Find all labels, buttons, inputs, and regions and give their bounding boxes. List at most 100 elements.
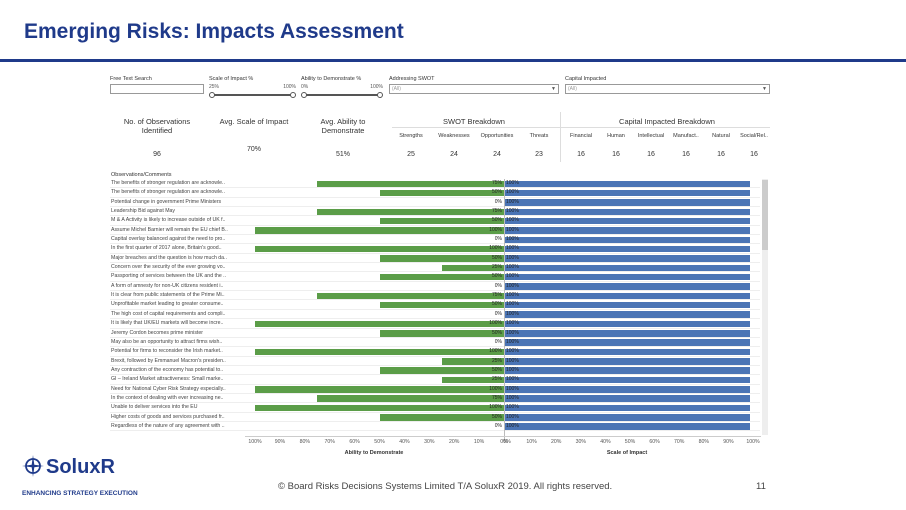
observation-comment: Need for National Cyber Risk Strategy es… (111, 385, 226, 392)
ability-bar[interactable] (255, 386, 504, 393)
soluxr-logo-icon (22, 455, 44, 477)
table-row[interactable]: Major breaches and the question is how m… (110, 254, 760, 264)
ability-bar[interactable] (379, 367, 504, 374)
table-row[interactable]: Potential for firms to reconsider the Ir… (110, 347, 760, 357)
scale-bar[interactable] (504, 386, 750, 393)
ability-bar[interactable] (317, 180, 504, 187)
scale-slider-max-handle[interactable] (290, 92, 296, 98)
ability-bar[interactable] (441, 376, 504, 384)
ability-bar[interactable] (255, 348, 504, 356)
scale-bar[interactable] (504, 330, 750, 337)
table-row[interactable]: The high cost of capital requirements an… (110, 310, 760, 320)
scale-bar[interactable] (504, 217, 750, 225)
scale-bar[interactable] (504, 264, 750, 272)
scale-bar[interactable] (504, 395, 750, 402)
ability-bar[interactable] (379, 414, 504, 421)
table-row[interactable]: Higher costs of goods and services purch… (110, 413, 760, 422)
scale-bar[interactable] (504, 180, 750, 187)
table-row[interactable]: Potential change in government Prime Min… (110, 198, 760, 208)
table-row[interactable]: Leadership Bid against May 75% 100% (110, 207, 760, 217)
capital-select[interactable]: (All) ▼ (565, 84, 770, 94)
observations-scrollbar[interactable] (762, 179, 768, 435)
table-row[interactable]: In the first quarter of 2017 alone, Brit… (110, 244, 760, 254)
scale-bar[interactable] (504, 320, 750, 328)
scale-bar[interactable] (504, 301, 750, 309)
scale-bar-label: 100% (506, 301, 519, 308)
scale-bar[interactable] (504, 367, 750, 374)
ability-bar[interactable] (317, 208, 504, 216)
row-divider (110, 383, 760, 385)
ability-bar[interactable] (255, 404, 504, 412)
scale-bar[interactable] (504, 414, 750, 421)
scale-bar[interactable] (504, 245, 750, 253)
table-row[interactable]: GI – Ireland Market attractiveness: Smal… (110, 375, 760, 385)
ability-bar[interactable] (379, 255, 504, 262)
swot-select[interactable]: (All) ▼ (389, 84, 559, 94)
scale-bar[interactable] (504, 199, 750, 206)
ability-bar[interactable] (379, 273, 504, 281)
scale-bar[interactable] (504, 189, 750, 197)
scale-bar[interactable] (504, 339, 750, 346)
swot-threats-label: Threats (529, 133, 549, 139)
ability-bar[interactable] (441, 358, 504, 365)
free-text-search-input[interactable] (110, 84, 204, 94)
scale-bar[interactable] (504, 292, 750, 300)
scale-bar[interactable] (504, 283, 750, 290)
ability-bar[interactable] (255, 245, 504, 253)
free-text-label: Free Text Search (110, 76, 152, 82)
scale-bar[interactable] (504, 404, 750, 412)
scale-axis-tick: 20% (550, 439, 562, 445)
scale-bar[interactable] (504, 208, 750, 216)
scale-bar[interactable] (504, 236, 750, 244)
ability-bar[interactable] (379, 330, 504, 337)
scale-bar[interactable] (504, 423, 750, 430)
scale-axis-tick: 60% (649, 439, 660, 445)
table-row[interactable]: It is likely that UK/EU markets will bec… (110, 319, 760, 329)
scale-slider[interactable] (209, 92, 296, 98)
scale-bar[interactable] (504, 255, 750, 262)
table-row[interactable]: Unprofitable market leading to greater c… (110, 300, 760, 310)
table-row[interactable]: Need for National Cyber Risk Strategy es… (110, 385, 760, 394)
scale-bar[interactable] (504, 311, 750, 318)
scale-bar[interactable] (504, 376, 750, 384)
table-row[interactable]: The benefits of stronger regulation are … (110, 188, 760, 198)
table-row[interactable]: Assume Michel Barnier will remain the EU… (110, 226, 760, 236)
scale-bar[interactable] (504, 227, 750, 234)
ability-bar[interactable] (317, 395, 504, 402)
ability-bar[interactable] (255, 320, 504, 328)
table-row[interactable]: It is clear from public statements of th… (110, 291, 760, 301)
table-row[interactable]: Any contraction of the economy has poten… (110, 366, 760, 376)
ability-bar[interactable] (379, 217, 504, 225)
observations-scrollbar-thumb[interactable] (762, 180, 768, 250)
table-row[interactable]: In the context of dealing with ever incr… (110, 394, 760, 404)
ability-bar[interactable] (379, 189, 504, 197)
capital-manufactured-label: Manufact.. (673, 133, 699, 139)
ability-bar[interactable] (379, 301, 504, 309)
row-divider (110, 215, 760, 217)
scale-bar-label: 100% (506, 357, 519, 364)
ability-bar[interactable] (441, 264, 504, 272)
ability-slider-max-handle[interactable] (377, 92, 383, 98)
observation-comment: M & A Activity is likely to increase out… (111, 217, 226, 224)
table-row[interactable]: Unable to deliver services into the EU 10… (110, 403, 760, 413)
ability-bar[interactable] (317, 292, 504, 300)
table-row[interactable]: Passporting of services between the UK a… (110, 272, 760, 282)
table-row[interactable]: Jeremy Cordon becomes prime minister 50% 1… (110, 329, 760, 338)
scale-bar[interactable] (504, 273, 750, 281)
table-row[interactable]: The benefits of stronger regulation are … (110, 179, 760, 189)
scale-bar[interactable] (504, 348, 750, 356)
table-row[interactable]: Capital overlay balanced against the nee… (110, 235, 760, 245)
ability-slider[interactable] (301, 92, 383, 98)
scale-slider-min-handle[interactable] (209, 92, 215, 98)
table-row[interactable]: M & A Activity is likely to increase out… (110, 216, 760, 226)
table-row[interactable]: Brexit, followed by Emmanuel Macron's pr… (110, 357, 760, 366)
table-row[interactable]: Concern over the security of the ever gr… (110, 263, 760, 273)
ability-bar[interactable] (255, 227, 504, 234)
free-text-filter: Free Text Search (110, 76, 204, 94)
ability-slider-min-handle[interactable] (301, 92, 307, 98)
table-row[interactable]: Regardless of the nature of any agreemen… (110, 422, 760, 432)
row-divider (110, 206, 760, 208)
scale-bar[interactable] (504, 358, 750, 365)
table-row[interactable]: May also be an opportunity to attract fi… (110, 338, 760, 348)
table-row[interactable]: A form of amnesty for non-UK citizens re… (110, 282, 760, 292)
